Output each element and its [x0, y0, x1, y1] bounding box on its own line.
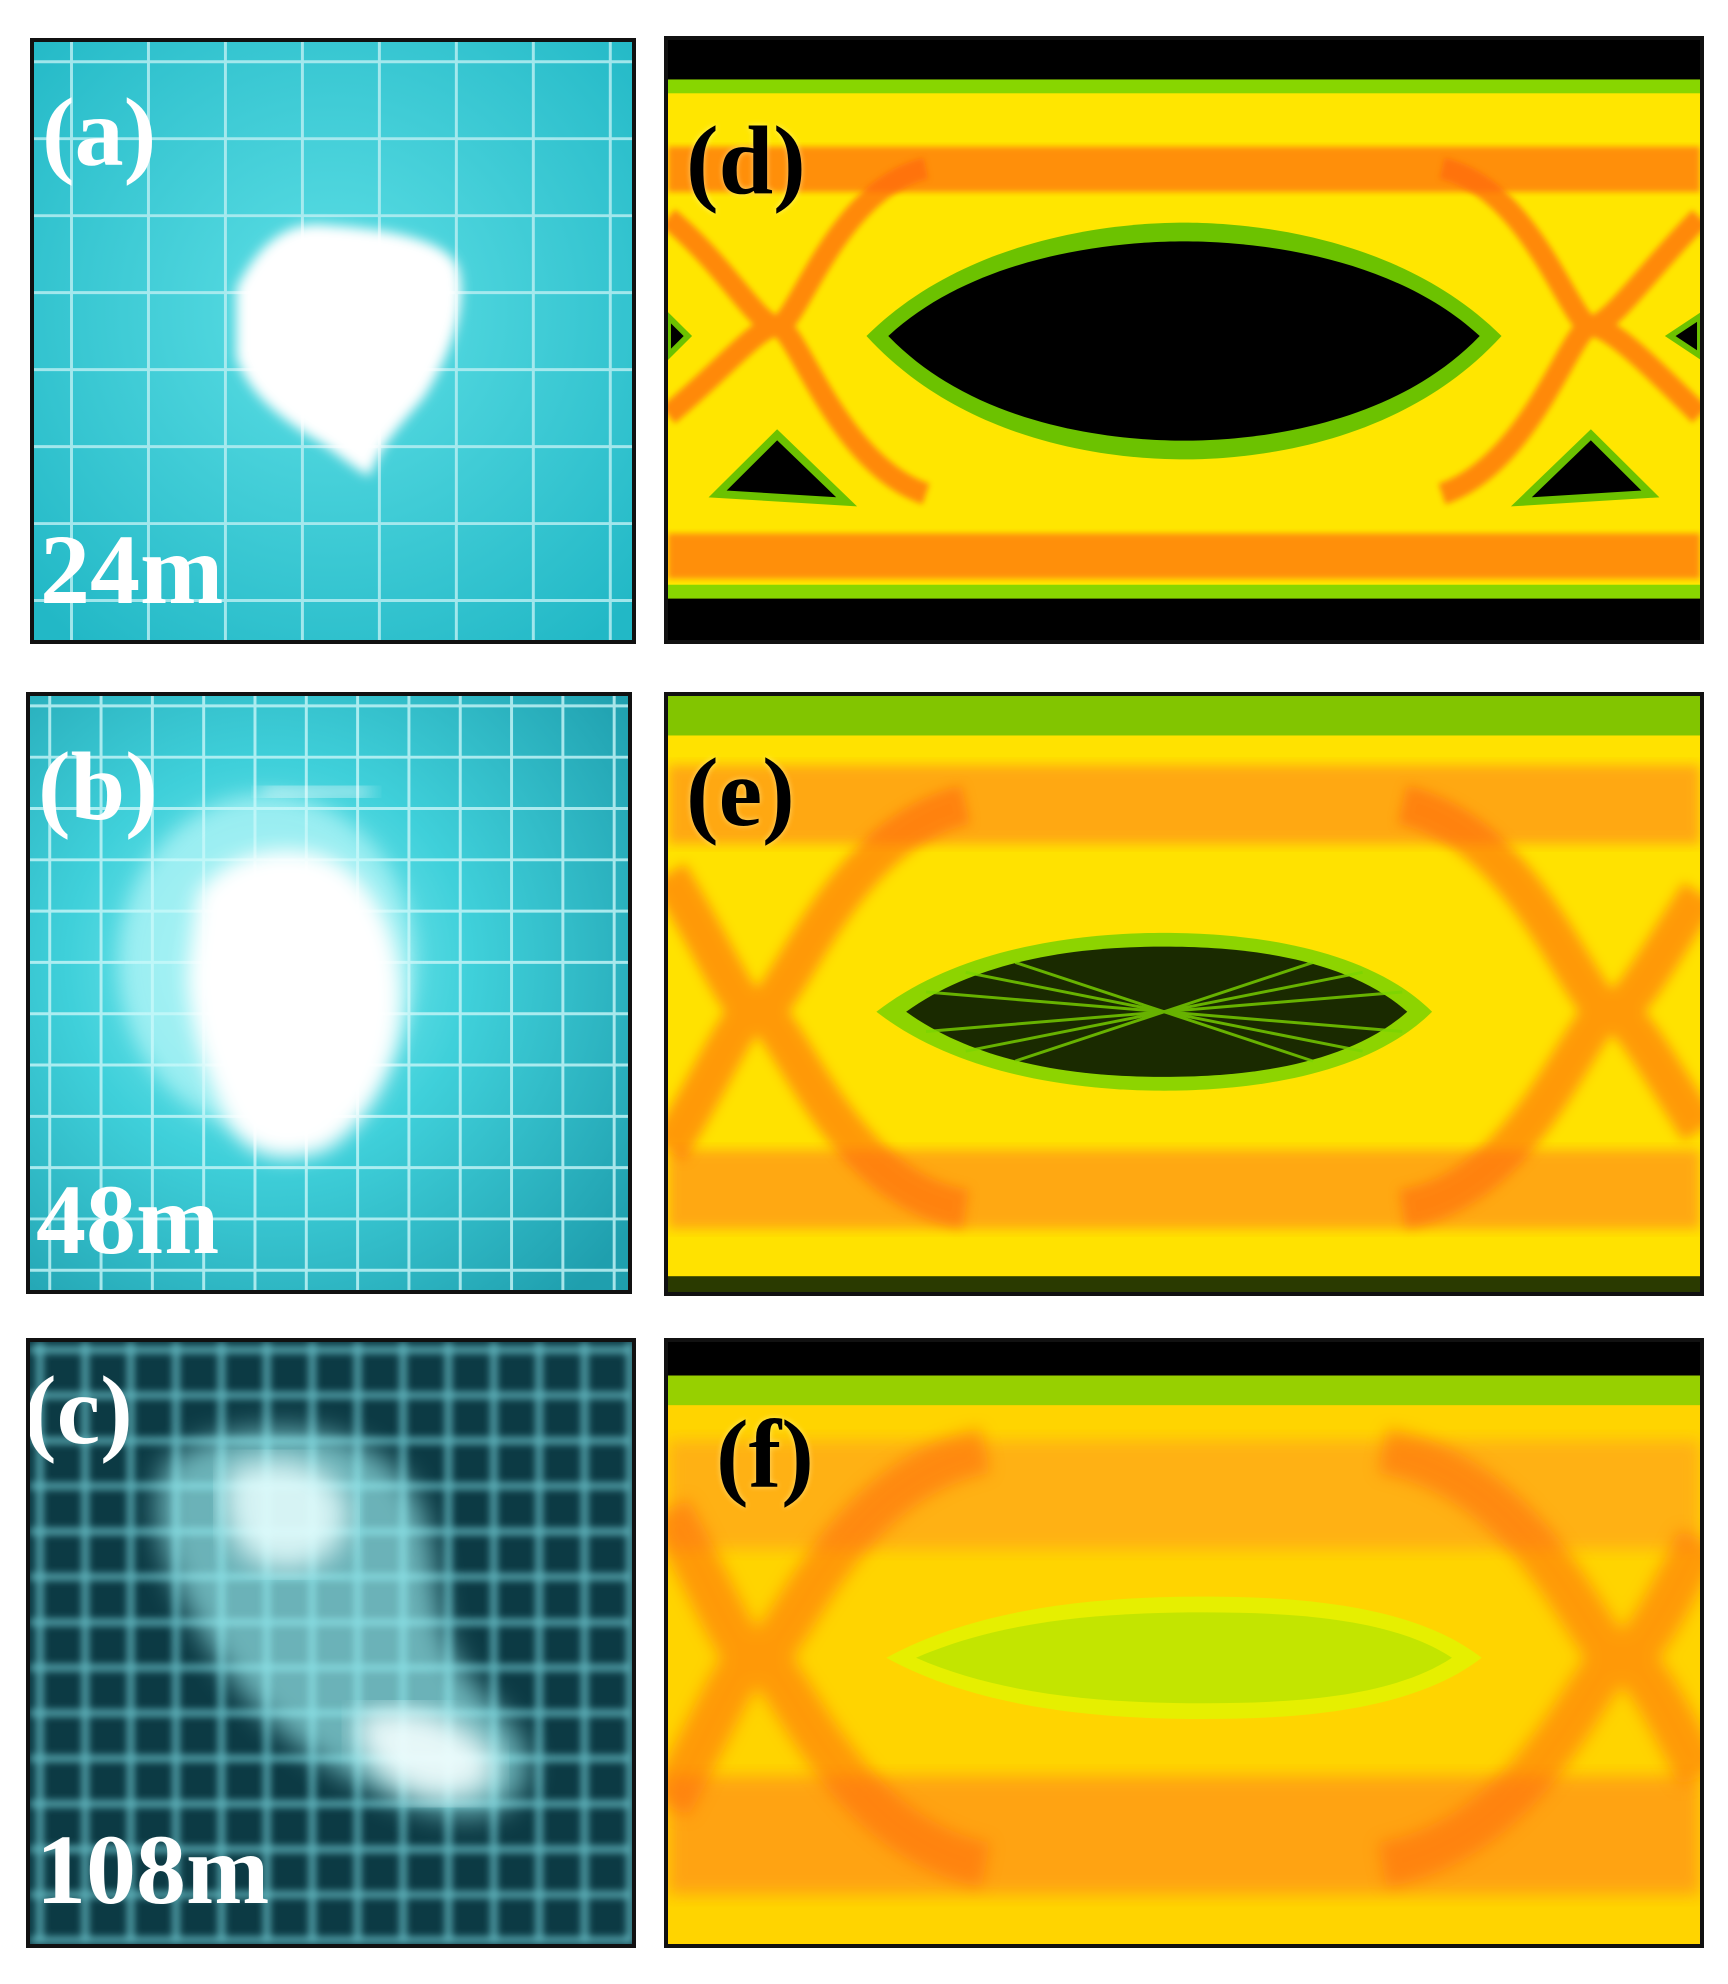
light-spot [187, 850, 401, 1158]
eye-diagram-plot-d [668, 40, 1700, 640]
eye-diagram-f: (f) [664, 1338, 1704, 1948]
underwater-spot-image-c [30, 1342, 632, 1944]
eye-opening [888, 241, 1480, 441]
camera-image-24m: (a) 24m [30, 38, 636, 644]
camera-image-48m: (b) 48m [26, 692, 632, 1294]
distance-label-c: 108m [36, 1814, 270, 1925]
eye-diagram-e: (e) [664, 692, 1704, 1296]
eye-noise-core [916, 1612, 1452, 1704]
eye-diagram-plot-e [668, 696, 1700, 1292]
eye-diagram-d: (d) [664, 36, 1704, 644]
panel-label-d: (d) [686, 107, 806, 215]
light-spot [236, 224, 461, 477]
panel-label-f: (f) [716, 1401, 814, 1509]
underwater-spot-image-a [34, 42, 632, 640]
distance-label-a: 24m [40, 514, 224, 625]
panel-label-e: (e) [686, 739, 795, 847]
distance-label-b: 48m [36, 1164, 220, 1275]
panel-label-c: (c) [26, 1357, 133, 1465]
camera-image-108m: (c) 108m [26, 1338, 636, 1948]
panel-label-a: (a) [42, 79, 157, 187]
eye-diagram-plot-f [668, 1342, 1700, 1944]
underwater-spot-image-b [30, 696, 628, 1290]
panel-label-b: (b) [38, 733, 158, 841]
